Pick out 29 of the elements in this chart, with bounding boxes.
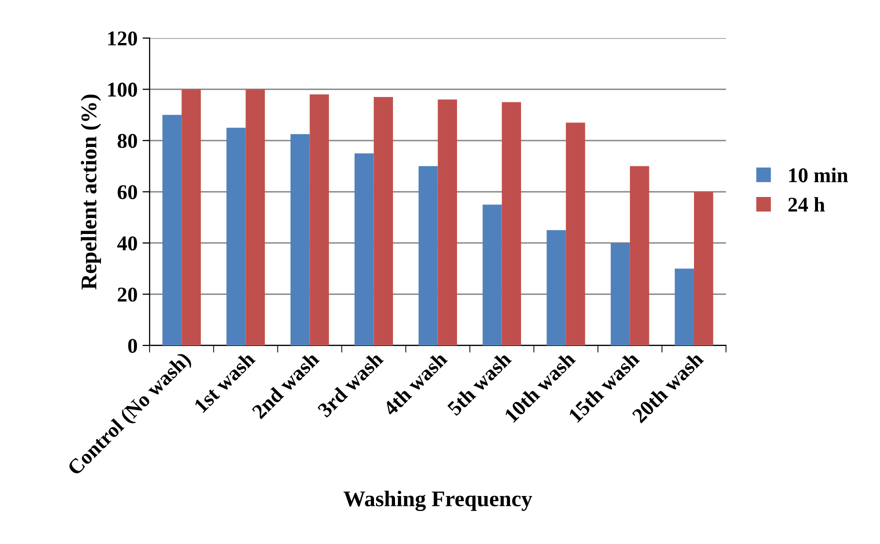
bar <box>374 96 393 346</box>
bar <box>546 230 566 346</box>
bar <box>246 89 265 346</box>
bar <box>630 166 650 346</box>
bar <box>610 242 630 346</box>
x-axis-title: Washing Frequency <box>344 490 532 512</box>
y-tick-label: 0 <box>128 338 137 353</box>
bar <box>694 192 714 346</box>
bar <box>482 204 502 346</box>
y-axis-title: Repellent action (%) <box>80 94 101 290</box>
legend-label: 24 h <box>788 197 825 212</box>
y-tick-label: 60 <box>118 185 137 200</box>
bar <box>310 94 329 346</box>
bar <box>674 268 694 346</box>
y-tick-label: 20 <box>118 288 137 302</box>
bar <box>162 114 182 346</box>
y-tick-label: 100 <box>108 82 137 97</box>
legend-label: 10 min <box>789 168 848 182</box>
y-tick-label: 120 <box>108 31 137 46</box>
bar <box>226 128 246 346</box>
y-tick-label: 40 <box>117 236 137 250</box>
bar <box>566 122 586 346</box>
bar <box>502 102 522 346</box>
bar <box>290 134 310 346</box>
bar <box>438 100 458 346</box>
bar <box>182 89 201 346</box>
y-tick-label: 80 <box>118 134 137 148</box>
bar <box>354 153 374 346</box>
bar <box>418 166 438 346</box>
